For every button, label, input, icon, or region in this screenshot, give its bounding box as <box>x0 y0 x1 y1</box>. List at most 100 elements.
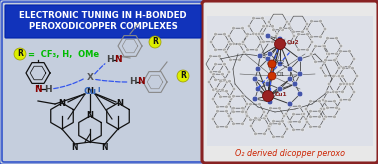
Circle shape <box>275 32 279 36</box>
Circle shape <box>348 82 351 86</box>
Text: I: I <box>98 87 100 93</box>
Circle shape <box>223 78 226 82</box>
Circle shape <box>209 54 212 58</box>
Circle shape <box>207 80 211 84</box>
Circle shape <box>225 109 228 113</box>
Circle shape <box>335 52 338 56</box>
Circle shape <box>305 22 309 26</box>
Circle shape <box>241 40 245 44</box>
Circle shape <box>297 91 303 97</box>
Circle shape <box>288 42 291 46</box>
Circle shape <box>301 128 304 132</box>
Circle shape <box>339 98 343 102</box>
Text: O1: O1 <box>277 72 285 78</box>
Circle shape <box>310 35 313 39</box>
Circle shape <box>327 82 331 86</box>
Circle shape <box>214 32 217 36</box>
Circle shape <box>281 135 284 139</box>
Circle shape <box>274 34 278 38</box>
Circle shape <box>271 24 274 28</box>
Circle shape <box>279 42 282 46</box>
Circle shape <box>262 110 266 114</box>
Circle shape <box>252 32 255 36</box>
Circle shape <box>238 58 241 62</box>
Circle shape <box>227 34 231 38</box>
Circle shape <box>219 79 222 83</box>
Circle shape <box>278 106 281 110</box>
Circle shape <box>263 116 266 120</box>
Circle shape <box>339 82 342 86</box>
Circle shape <box>211 117 215 121</box>
Circle shape <box>232 106 235 110</box>
Text: Cu2: Cu2 <box>287 41 300 45</box>
Circle shape <box>229 42 232 46</box>
Circle shape <box>322 107 326 111</box>
Circle shape <box>255 66 261 72</box>
Circle shape <box>309 109 312 113</box>
Circle shape <box>337 66 341 70</box>
Circle shape <box>319 107 323 111</box>
Circle shape <box>297 48 300 52</box>
Circle shape <box>306 32 309 36</box>
Circle shape <box>227 114 231 118</box>
Circle shape <box>297 32 300 36</box>
Circle shape <box>241 94 244 98</box>
Circle shape <box>214 87 218 91</box>
Circle shape <box>326 36 329 40</box>
Circle shape <box>219 95 222 99</box>
Circle shape <box>334 90 338 94</box>
Circle shape <box>246 32 249 36</box>
Circle shape <box>264 114 268 118</box>
Circle shape <box>333 74 336 78</box>
Circle shape <box>247 24 251 28</box>
Circle shape <box>314 44 317 48</box>
Circle shape <box>285 127 289 131</box>
Circle shape <box>323 60 326 64</box>
Circle shape <box>288 26 291 30</box>
Circle shape <box>246 48 249 52</box>
Circle shape <box>287 22 291 26</box>
Circle shape <box>216 89 219 93</box>
Circle shape <box>229 58 232 62</box>
Circle shape <box>223 48 226 52</box>
Circle shape <box>268 72 276 80</box>
Circle shape <box>352 90 356 94</box>
Circle shape <box>245 114 249 118</box>
Circle shape <box>259 40 263 44</box>
Circle shape <box>348 49 351 53</box>
Text: ELECTRONIC TUNING IN H-BONDED
PEROXODICOPPER COMPLEXES: ELECTRONIC TUNING IN H-BONDED PEROXODICO… <box>19 11 187 31</box>
Text: N: N <box>87 112 93 121</box>
Circle shape <box>267 99 273 105</box>
Circle shape <box>321 44 325 48</box>
Circle shape <box>228 79 231 83</box>
Circle shape <box>261 32 264 36</box>
Text: X: X <box>87 72 93 82</box>
Circle shape <box>267 124 271 128</box>
Circle shape <box>348 98 351 102</box>
Circle shape <box>319 35 322 39</box>
Circle shape <box>265 56 271 62</box>
Circle shape <box>277 36 283 42</box>
Text: O₂ derived dicopper peroxo: O₂ derived dicopper peroxo <box>235 150 345 158</box>
Circle shape <box>14 48 26 60</box>
Circle shape <box>209 70 212 74</box>
Text: N: N <box>72 143 78 152</box>
Circle shape <box>278 122 281 126</box>
Circle shape <box>333 99 336 103</box>
Text: R: R <box>180 72 186 81</box>
Circle shape <box>245 102 249 106</box>
Circle shape <box>355 74 359 78</box>
Circle shape <box>324 58 327 62</box>
Circle shape <box>216 109 219 113</box>
Circle shape <box>285 20 289 24</box>
Circle shape <box>255 86 261 92</box>
Circle shape <box>282 114 286 118</box>
Circle shape <box>301 112 304 116</box>
Circle shape <box>216 125 219 129</box>
Circle shape <box>351 66 354 70</box>
Circle shape <box>287 66 293 72</box>
Circle shape <box>254 116 257 120</box>
Text: Cu1: Cu1 <box>275 92 288 98</box>
Circle shape <box>326 90 329 94</box>
Circle shape <box>345 82 349 86</box>
